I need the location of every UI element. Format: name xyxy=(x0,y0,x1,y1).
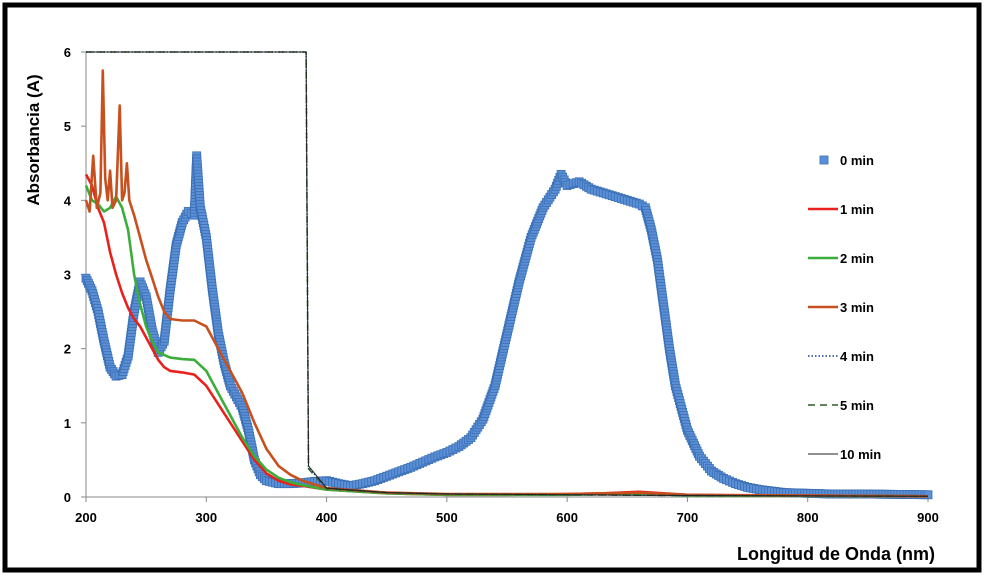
y-tick-label: 4 xyxy=(64,193,72,208)
legend-label: 5 min xyxy=(840,398,874,413)
legend-label: 10 min xyxy=(840,447,881,462)
x-tick-label: 500 xyxy=(436,510,458,525)
legend-marker xyxy=(819,155,829,165)
legend: 0 min 1 min 2 min 3 min 4 min 5 min 10 min xyxy=(808,153,881,462)
y-tick-label: 6 xyxy=(64,45,71,60)
x-tick-label: 200 xyxy=(75,510,97,525)
legend-label: 4 min xyxy=(840,349,874,364)
y-tick-label: 5 xyxy=(64,119,71,134)
y-tick-label: 0 xyxy=(64,490,71,505)
x-tick-label: 900 xyxy=(917,510,939,525)
legend-label: 0 min xyxy=(840,153,874,168)
y-tick-label: 1 xyxy=(64,416,71,431)
legend-label: 3 min xyxy=(840,300,874,315)
y-tick-label: 3 xyxy=(64,268,71,283)
y-axis-label: Absorbancia (A) xyxy=(24,74,43,205)
data-point xyxy=(923,490,933,500)
x-tick-label: 800 xyxy=(797,510,819,525)
x-tick-label: 600 xyxy=(556,510,578,525)
x-tick-label: 400 xyxy=(316,510,338,525)
x-tick-label: 700 xyxy=(677,510,699,525)
legend-label: 2 min xyxy=(840,251,874,266)
x-tick-label: 300 xyxy=(195,510,217,525)
plot-area xyxy=(81,51,933,500)
series-0-min-markers xyxy=(81,151,933,500)
y-tick-label: 2 xyxy=(64,342,71,357)
axes: 200 300 400 500 600 700 800 900 0 1 2 3 4 5 6 xyxy=(64,45,939,525)
legend-label: 1 min xyxy=(840,202,874,217)
series-line-3 xyxy=(84,69,929,498)
series-line-6 xyxy=(86,51,929,497)
x-axis-label: Longitud de Onda (nm) xyxy=(737,544,935,564)
